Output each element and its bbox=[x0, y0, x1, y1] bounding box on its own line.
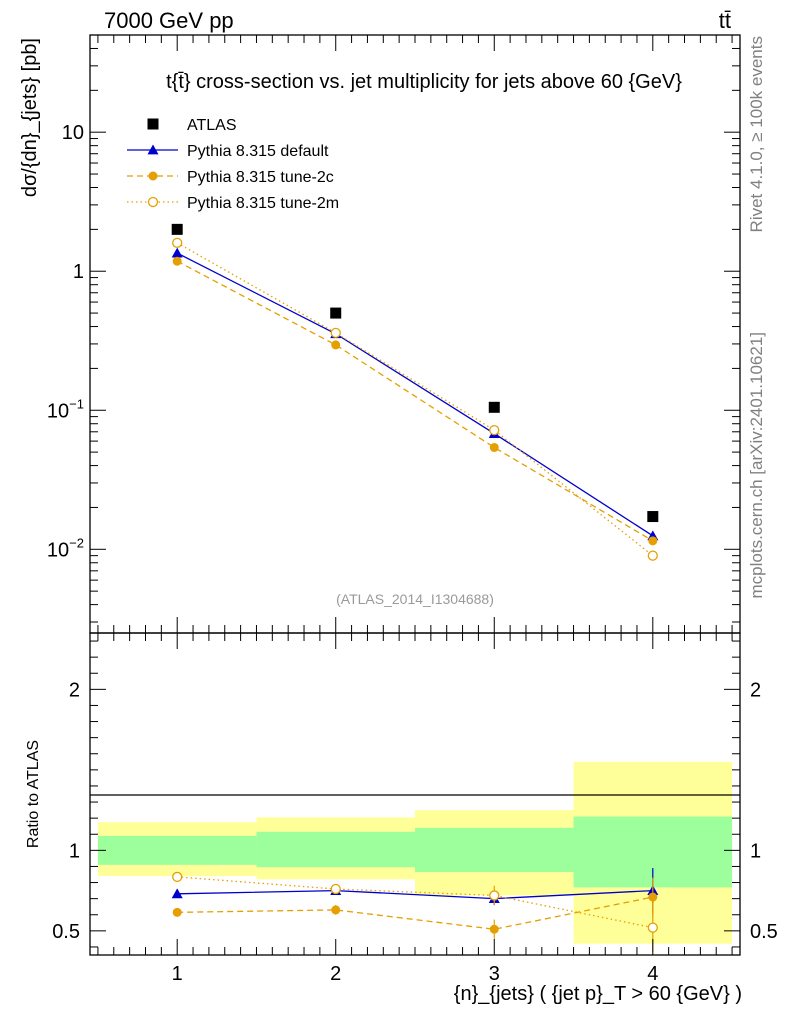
ratio-y-tick-label-left: 2 bbox=[69, 679, 80, 701]
main-point-pythia-8-315-default-1 bbox=[171, 247, 183, 258]
ratio-point-pythia-8-315-default-1 bbox=[171, 888, 183, 899]
ratio-band-inner-1 bbox=[97, 835, 257, 865]
legend-label-pythia-8-315-default: Pythia 8.315 default bbox=[187, 143, 329, 160]
main-point-pythia-8-315-tune-2c-3 bbox=[489, 442, 499, 452]
main-y-tick-label: 10−1 bbox=[47, 396, 84, 422]
ratio-bands bbox=[97, 761, 733, 944]
mcplots-label: mcplots.cern.ch [arXiv:2401.10621] bbox=[747, 332, 766, 598]
ratio-band-inner-2 bbox=[256, 831, 415, 868]
main-point-atlas-4 bbox=[647, 511, 659, 523]
ratio-plot-layer bbox=[171, 868, 659, 952]
chart-title: t{t̄} cross-section vs. jet multiplicity… bbox=[166, 71, 682, 93]
process-label: tt̄ bbox=[719, 8, 731, 33]
ratio-point-pythia-8-315-tune-2c-1 bbox=[172, 907, 182, 917]
x-axis-ticks: 1 2 3 4 bbox=[97, 35, 733, 985]
ratio-y-tick-label-right: 1 bbox=[750, 840, 761, 862]
main-point-pythia-8-315-tune-2c-2 bbox=[331, 340, 341, 350]
main-line-pythia-8-315-tune-2m bbox=[176, 242, 654, 557]
rivet-label: Rivet 4.1.0, ≥ 100k events bbox=[747, 36, 766, 232]
ratio-y-tick-label-left: 1 bbox=[69, 840, 80, 862]
main-line-pythia-8-315-default bbox=[176, 252, 654, 537]
main-panel: 10−2 10−1 1 10 t{t̄} cross-section vs. jet … bbox=[19, 34, 741, 634]
ratio-ticks: 0.5 0.5 1 1 2 2 bbox=[52, 640, 778, 948]
x-axis-label: {n}_{jets} ( {jet p}_T > 60 {GeV} ) bbox=[454, 983, 742, 1005]
legend-label-atlas: ATLAS bbox=[187, 117, 237, 134]
x-tick-label: 1 bbox=[172, 963, 183, 985]
main-point-pythia-8-315-tune-2c-4 bbox=[648, 536, 658, 546]
main-point-pythia-8-315-tune-2c-1 bbox=[172, 256, 182, 266]
ratio-y-tick-label-right: 0.5 bbox=[750, 921, 778, 943]
legend-marker-pythia-8-315-tune-2m bbox=[147, 196, 159, 208]
ratio-y-tick-label-left: 0.5 bbox=[52, 921, 80, 943]
main-point-pythia-8-315-tune-2m-1 bbox=[172, 237, 183, 248]
ratio-point-pythia-8-315-tune-2m-3 bbox=[489, 890, 500, 901]
ratio-band-inner-3 bbox=[415, 827, 574, 873]
main-point-atlas-1 bbox=[171, 223, 183, 235]
ratio-panel: 0.5 0.5 1 1 2 2 Ratio to ATLAS bbox=[25, 632, 778, 956]
watermark: (ATLAS_2014_I1304688) bbox=[336, 591, 494, 607]
x-tick-label: 3 bbox=[489, 963, 500, 985]
main-ticks: 10−2 10−1 1 10 bbox=[47, 34, 740, 623]
ratio-point-pythia-8-315-tune-2c-4 bbox=[648, 892, 658, 902]
main-point-pythia-8-315-tune-2m-4 bbox=[647, 550, 658, 561]
main-y-tick-label: 10 bbox=[62, 122, 84, 144]
ratio-point-pythia-8-315-tune-2c-2 bbox=[331, 905, 341, 915]
ratio-y-tick-label-right: 2 bbox=[750, 679, 761, 701]
legend-label-pythia-8-315-tune-2c: Pythia 8.315 tune-2c bbox=[187, 169, 334, 186]
legend: ATLAS Pythia 8.315 default Pythia 8.315 tu… bbox=[127, 117, 339, 212]
ratio-point-pythia-8-315-tune-2m-2 bbox=[330, 883, 341, 895]
x-tick-label: 2 bbox=[330, 963, 341, 985]
ratio-point-pythia-8-315-tune-2m-4 bbox=[647, 922, 658, 933]
main-y-tick-label: 10−2 bbox=[47, 535, 84, 561]
energy-label: 7000 GeV pp bbox=[104, 8, 234, 33]
main-plot-layer bbox=[171, 223, 659, 561]
main-line-pythia-8-315-tune-2c bbox=[176, 260, 654, 542]
main-point-pythia-8-315-tune-2m-3 bbox=[489, 424, 500, 436]
ratio-point-pythia-8-315-tune-2m-1 bbox=[172, 871, 183, 883]
y-axis-label-ratio: Ratio to ATLAS bbox=[25, 740, 42, 848]
x-tick-label: 4 bbox=[647, 963, 658, 985]
ratio-point-pythia-8-315-tune-2c-3 bbox=[489, 924, 499, 934]
legend-label-pythia-8-315-tune-2m: Pythia 8.315 tune-2m bbox=[187, 195, 339, 212]
ratio-line-pythia-8-315-default bbox=[177, 889, 653, 900]
main-point-pythia-8-315-tune-2m-2 bbox=[330, 327, 341, 339]
main-y-tick-label: 1 bbox=[73, 261, 84, 283]
legend-marker-atlas bbox=[147, 118, 159, 130]
main-point-atlas-2 bbox=[330, 307, 342, 319]
y-axis-label-main: dσ/{dn}_{jets} [pb] bbox=[19, 38, 41, 197]
legend-marker-pythia-8-315-default bbox=[147, 144, 159, 155]
main-point-atlas-3 bbox=[488, 401, 500, 413]
legend-marker-pythia-8-315-tune-2c bbox=[148, 171, 158, 181]
